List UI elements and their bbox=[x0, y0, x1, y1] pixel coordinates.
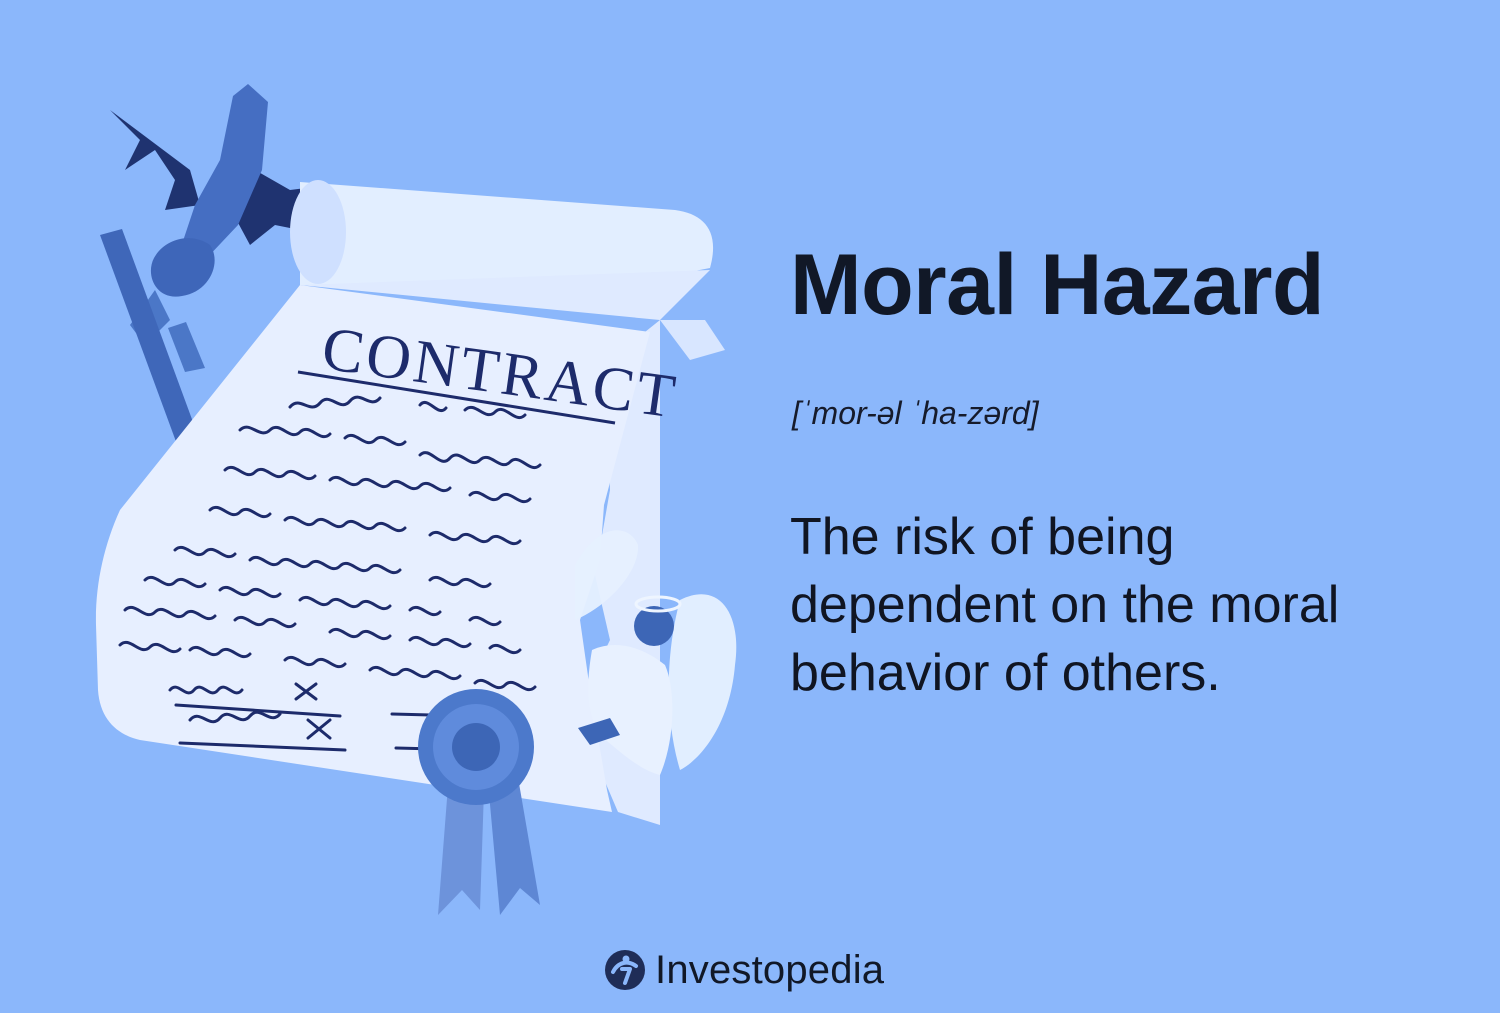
term-title: Moral Hazard bbox=[790, 237, 1325, 333]
definition-text: The risk of being dependent on the moral… bbox=[790, 503, 1430, 707]
brand-name: Investopedia bbox=[655, 947, 885, 992]
definition-line: behavior of others. bbox=[790, 644, 1221, 702]
ribbon-seal-icon bbox=[418, 689, 540, 915]
angel-illustration bbox=[575, 530, 737, 775]
definition-line: dependent on the moral bbox=[790, 576, 1340, 634]
contract-scribbles bbox=[118, 395, 542, 752]
moral-hazard-illustration: CONTRACT bbox=[95, 84, 737, 915]
pronunciation: [ˈmor-əl ˈha-zərd] bbox=[792, 395, 1039, 431]
brand-footer: Investopedia bbox=[603, 940, 884, 1000]
definition-line: The risk of being bbox=[790, 508, 1175, 566]
investopedia-logo-icon bbox=[605, 950, 645, 990]
